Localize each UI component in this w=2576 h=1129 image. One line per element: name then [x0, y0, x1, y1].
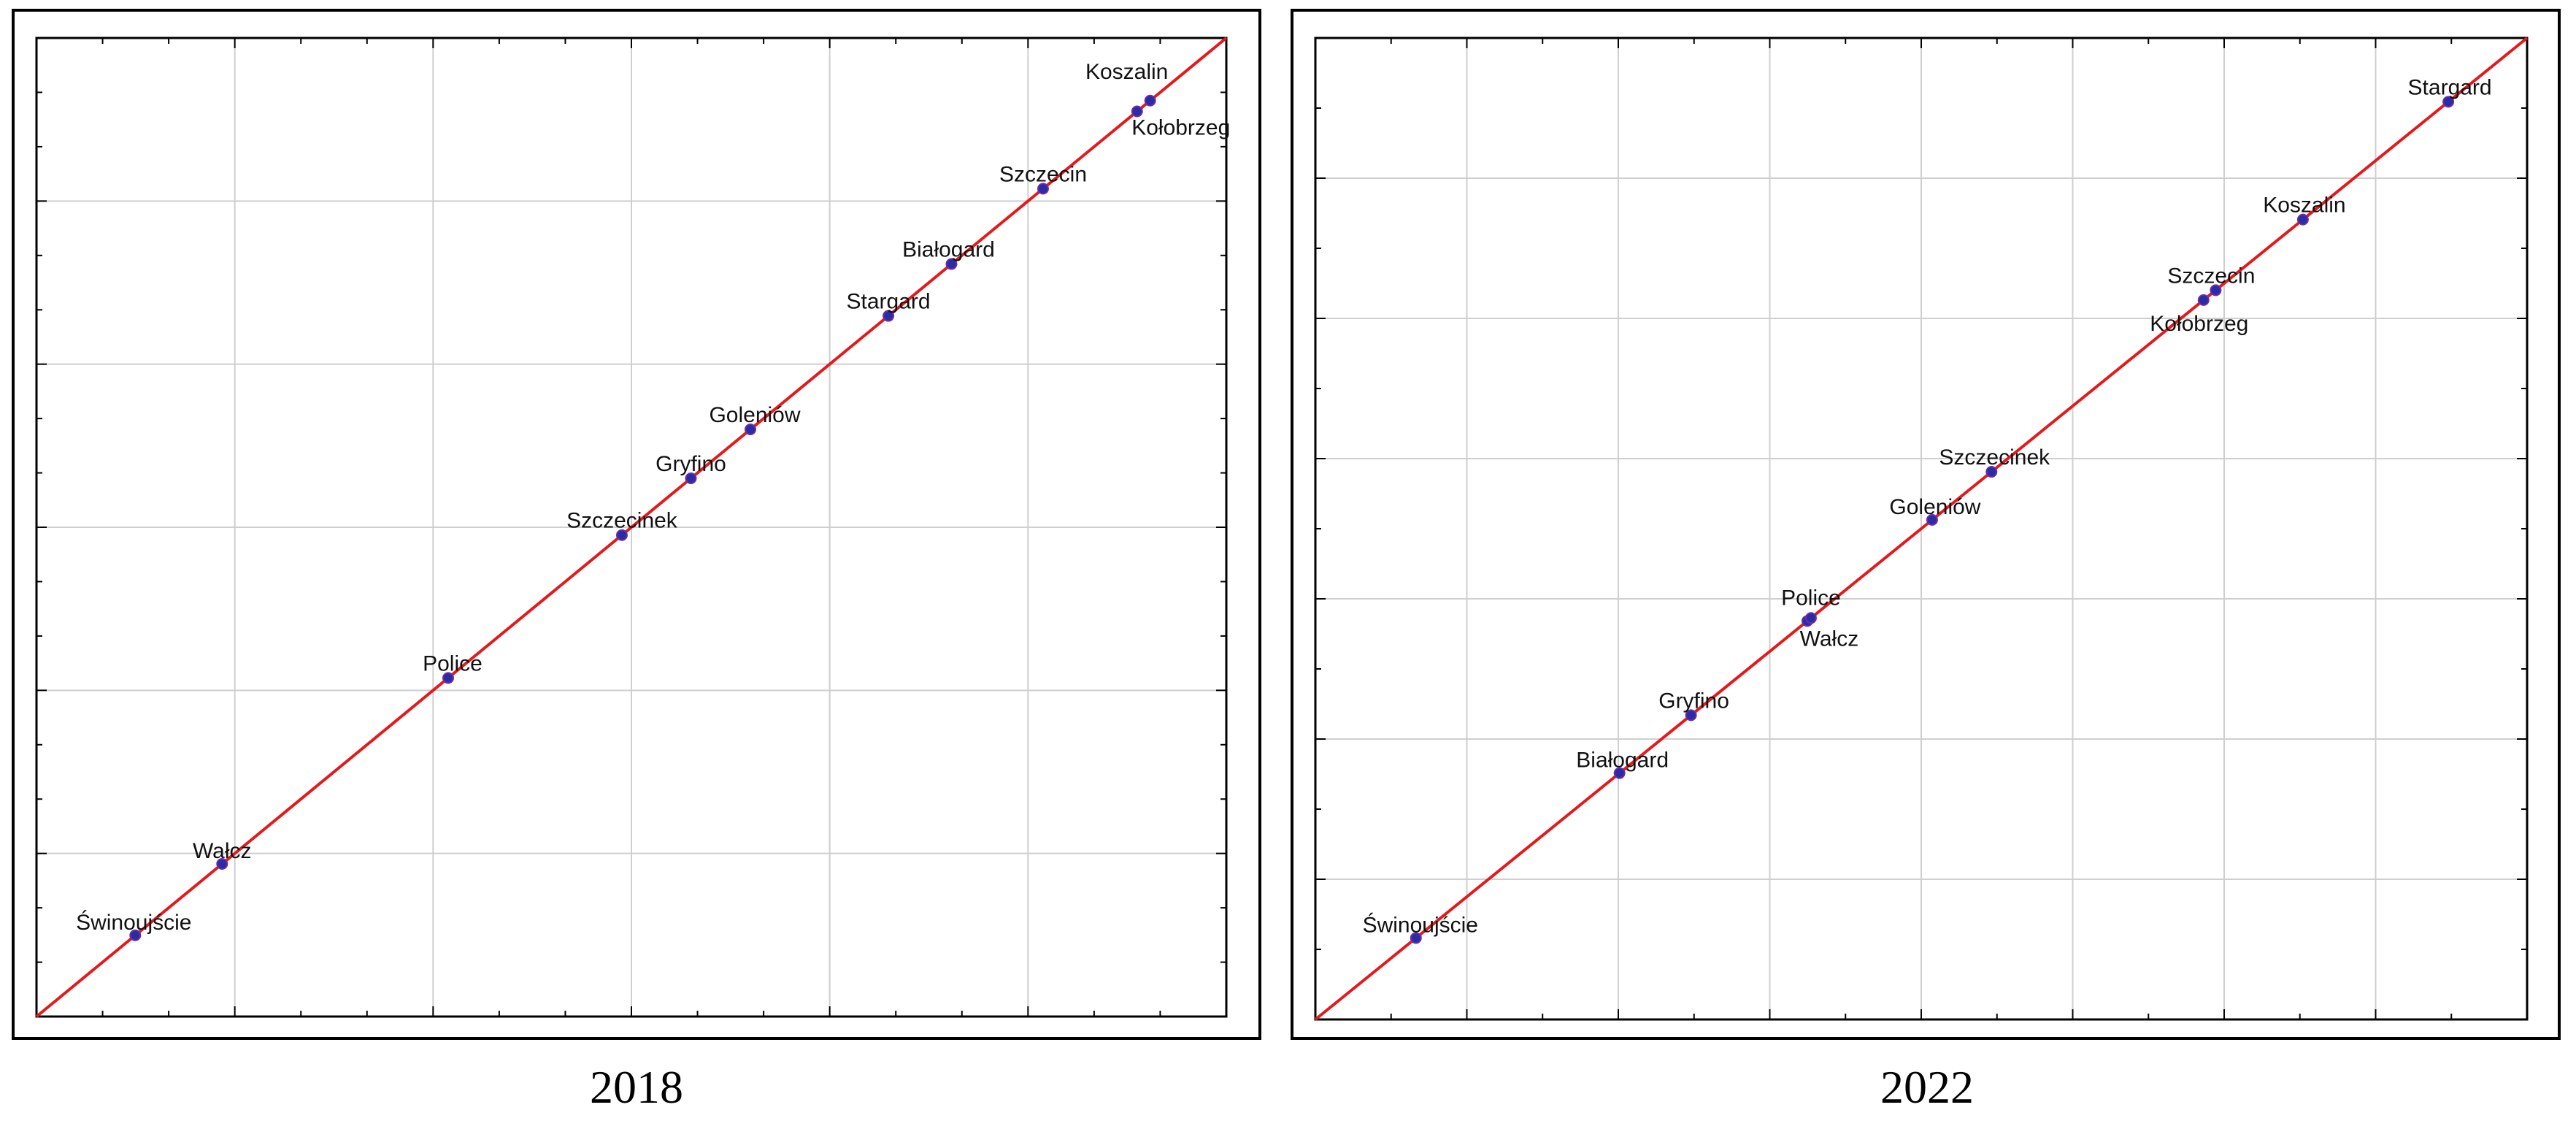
scatter-plot-2018: Świnoujście Wałcz Police Szczecinek Gryfino G…	[35, 37, 1230, 1018]
point-label: Gryfino	[655, 452, 726, 476]
point-label: Koszalin	[1085, 60, 1168, 84]
data-point	[615, 529, 628, 541]
data-point	[883, 310, 895, 322]
data-point	[1131, 105, 1143, 118]
data-point	[1144, 94, 1156, 107]
point-label: Police	[423, 651, 482, 676]
point-label: Wałcz	[1800, 627, 1859, 651]
data-point	[1685, 709, 1697, 722]
data-point	[745, 424, 756, 435]
reference-line	[35, 37, 1228, 1018]
point-label: Świnoujście	[76, 910, 191, 935]
chart-caption-2022: 2022	[1880, 1061, 1974, 1113]
chart-panel-2022: Świnoujście Białogard Gryfino Wałcz Police Go…	[1291, 9, 2561, 1040]
point-label: Stargard	[847, 290, 931, 314]
data-point	[1985, 466, 1998, 478]
plot-frame	[1314, 37, 2529, 1021]
data-point	[129, 929, 142, 941]
data-point	[2210, 284, 2222, 296]
point-label: Gryfino	[1658, 689, 1729, 713]
point-label: Koszalin	[2263, 194, 2345, 218]
point-label: Szczecin	[999, 162, 1087, 186]
chart-caption-2018: 2018	[590, 1061, 683, 1113]
point-label: Szczecinek	[566, 509, 678, 533]
scatter-plot-2022: Świnoujście Białogard Gryfino Wałcz Police Go…	[1314, 37, 2529, 1021]
chart-panel-2018: Świnoujście Wałcz Police Szczecinek Gryfino G…	[12, 9, 1261, 1040]
point-label: Kołobrzeg	[2150, 312, 2248, 336]
point-label: Stargard	[2408, 75, 2492, 99]
point-label: Szczecinek	[1939, 445, 2050, 470]
data-point	[1410, 932, 1422, 944]
point-label: Police	[1781, 586, 1841, 610]
grid-lines	[36, 38, 1226, 1017]
data-point	[2442, 96, 2455, 108]
point-label: Białogard	[1576, 749, 1669, 773]
data-point	[1804, 612, 1817, 624]
point-label: Białogard	[902, 238, 995, 262]
data-points: Świnoujście Białogard Gryfino Wałcz Police Go…	[1363, 75, 2492, 944]
point-label: Goleniów	[709, 403, 800, 427]
data-point	[442, 672, 454, 684]
data-points: Świnoujście Wałcz Police Szczecinek Gryfino G…	[76, 60, 1230, 941]
data-point	[216, 857, 228, 870]
point-label: Goleniów	[1889, 495, 1980, 519]
point-label: Kołobrzeg	[1131, 116, 1230, 140]
data-point	[2296, 213, 2309, 226]
data-point	[1037, 183, 1049, 195]
data-point	[2197, 294, 2210, 306]
data-point	[1613, 767, 1626, 779]
data-point	[945, 258, 958, 270]
grid-lines	[1315, 38, 2527, 1019]
data-point	[685, 472, 697, 484]
point-label: Wałcz	[193, 839, 252, 863]
data-point	[1926, 513, 1938, 526]
reference-line	[1314, 37, 2529, 1021]
point-label: Szczecin	[2167, 264, 2255, 288]
point-label: Świnoujście	[1363, 912, 1478, 937]
plot-frame	[35, 37, 1228, 1018]
